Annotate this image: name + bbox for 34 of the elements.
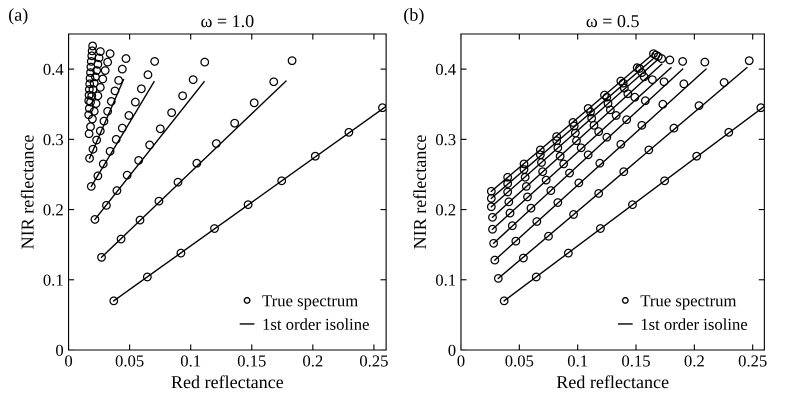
y-tick-label: 0 xyxy=(56,344,64,356)
x-tick-label: 0.2 xyxy=(303,355,322,367)
x-tick-label: 0 xyxy=(65,355,72,367)
chart-title: ω = 0.5 xyxy=(586,15,639,28)
x-axis-title: Red reflectance xyxy=(171,375,284,388)
y-tick-label: 0.3 xyxy=(436,134,456,146)
x-tick-label: 0.25 xyxy=(738,355,767,367)
x-tick-label: 0.1 xyxy=(568,355,588,367)
y-tick-label: 0.1 xyxy=(436,274,456,286)
x-tick-label: 0.1 xyxy=(180,355,200,367)
y-tick-label: 0 xyxy=(448,344,456,356)
x-tick-label: 0.25 xyxy=(360,355,388,367)
y-tick-label: 0.2 xyxy=(43,204,63,216)
y-axis-title: NIR reflectance xyxy=(20,135,34,249)
text: (a) xyxy=(9,8,28,25)
x-tick-label: 0.15 xyxy=(238,355,266,367)
legend-label: 1st order isoline xyxy=(264,318,369,330)
y-axis-title: NIR reflectance xyxy=(413,135,426,249)
x-tick-label: 0 xyxy=(457,355,465,367)
y-tick-label: 0.4 xyxy=(436,64,456,76)
y-tick-label: 0.3 xyxy=(43,134,64,146)
x-tick-label: 0.15 xyxy=(622,355,650,367)
y-tick-label: 0.1 xyxy=(43,274,63,286)
legend-label: True spectrum xyxy=(640,295,736,310)
y-tick-label: 0.2 xyxy=(436,204,456,216)
legend-label: True spectrum xyxy=(262,295,358,310)
x-axis-title: Red reflectance xyxy=(556,375,668,388)
chart-title: ω = 1.0 xyxy=(201,15,254,28)
text: (b) xyxy=(404,8,424,25)
x-tick-label: 0.2 xyxy=(684,355,704,367)
legend-label: 1st order isoline xyxy=(642,318,748,330)
x-tick-label: 0.05 xyxy=(116,355,144,367)
x-tick-label: 0.05 xyxy=(505,355,534,367)
y-tick-label: 0.4 xyxy=(43,64,64,76)
